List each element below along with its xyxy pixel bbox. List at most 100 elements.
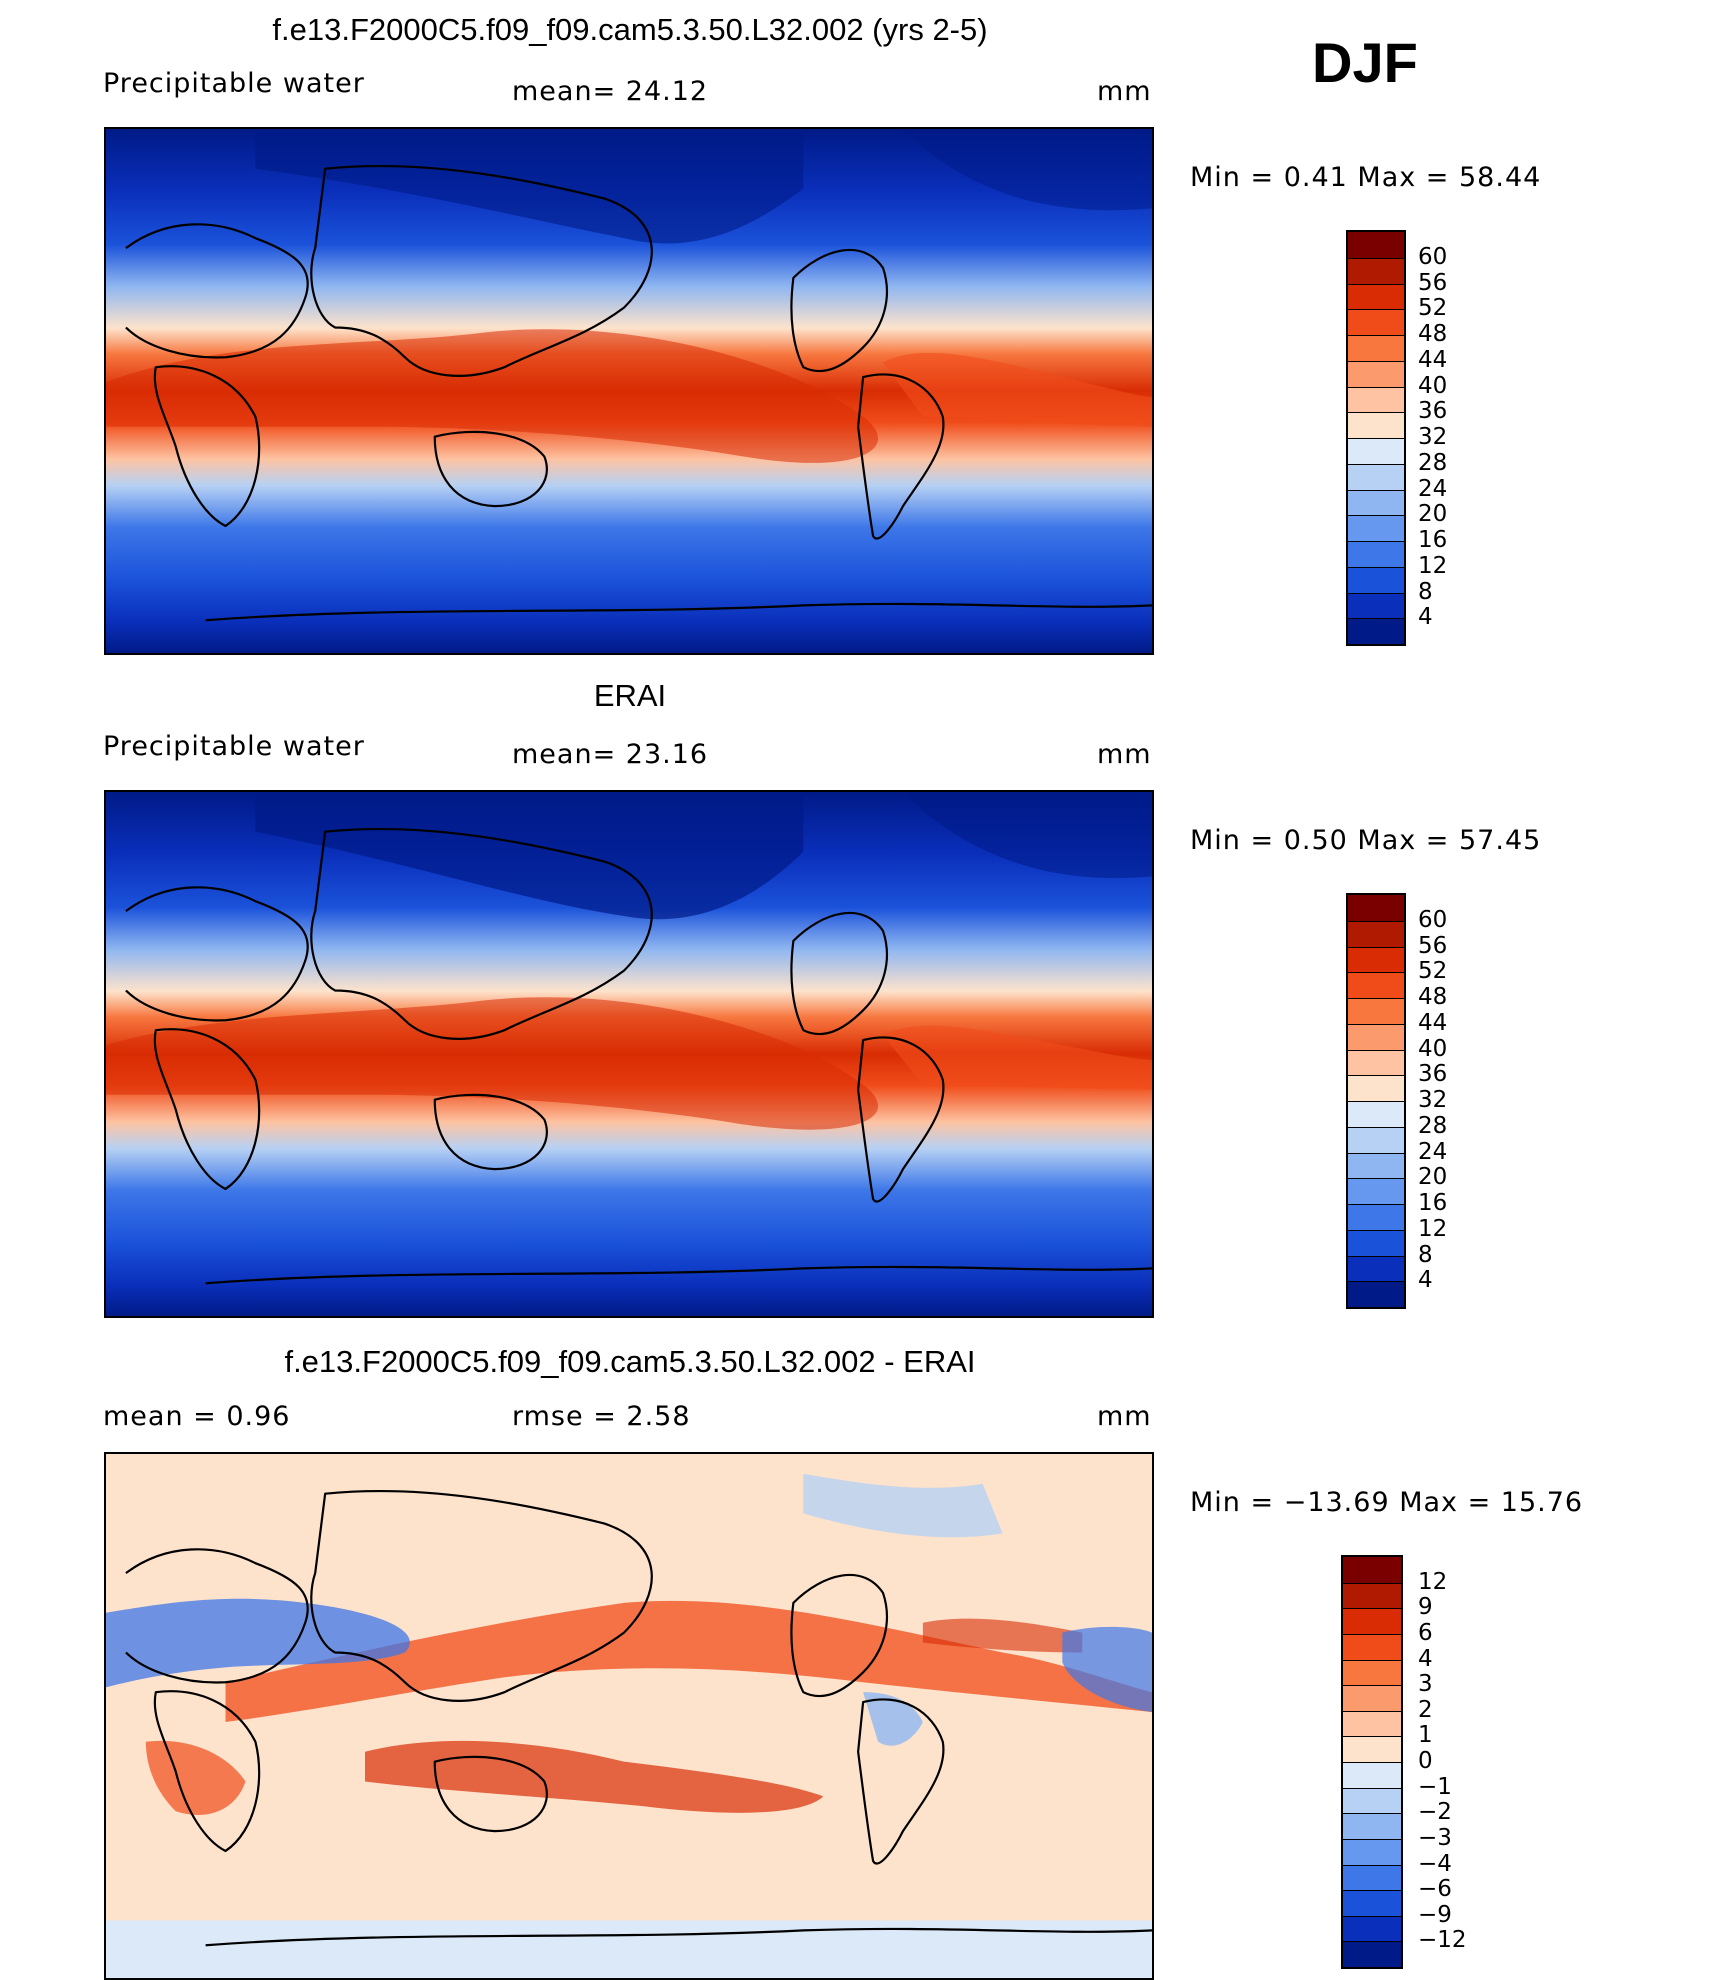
colorbar-tick-label: 48 [1418,321,1448,347]
colorbar-cell [1343,1557,1401,1583]
units-label: mm [1097,1401,1152,1432]
colorbar-tick-label: 20 [1418,501,1448,528]
colorbar-tick-label: −9 [1418,1901,1452,1928]
colorbar-tick-label: −1 [1418,1773,1452,1800]
map-canvas [106,1454,1152,1978]
units-label: mm [1097,739,1152,770]
colorbar-cell [1343,1633,1401,1660]
colorbar-tick-label: 36 [1418,1061,1448,1088]
colorbar-tick-label: 24 [1418,1138,1448,1165]
colorbar-tick-label: 8 [1418,578,1433,605]
colorbar-cell [1343,1736,1401,1762]
colorbar-tick-label: 56 [1418,932,1448,959]
colorbar-cell [1348,360,1404,387]
colorbar-tick-label: 1 [1418,1722,1433,1749]
colorbar-tick-label: 12 [1418,552,1448,579]
colorbar-tick-label: −3 [1418,1824,1452,1851]
colorbar-cell [1348,309,1404,335]
colorbar-tick-label: 4 [1418,1645,1433,1672]
colorbar-cell [1348,283,1404,310]
colorbar-cell [1343,1915,1401,1942]
colorbar-tick-label: −4 [1418,1850,1452,1877]
colorbar-cell [1348,1204,1404,1230]
colorbar-cell [1348,1229,1404,1256]
colorbar-diff [1341,1555,1403,1969]
colorbar-cell [1343,1608,1401,1634]
colorbar-tick-label: 9 [1418,1594,1433,1621]
colorbar-tick-label: 48 [1418,984,1448,1010]
colorbar-tick-label: 52 [1418,958,1448,985]
colorbar-tick-label: 60 [1418,906,1448,933]
colorbar-tick-label: 4 [1418,1267,1433,1294]
colorbar-cell [1348,1178,1404,1204]
colorbar-tick-label: 6 [1418,1619,1433,1646]
panel-title: f.e13.F2000C5.f09_f09.cam5.3.50.L32.002 … [272,12,988,47]
colorbar-cell [1348,257,1404,284]
colorbar-tick-label: 24 [1418,475,1448,502]
season-label: DJF [1312,31,1418,94]
colorbar-cell [1343,1582,1401,1609]
colorbar-cell [1348,1023,1404,1050]
colorbar-cell [1348,1049,1404,1076]
colorbar-tick-label: 52 [1418,295,1448,322]
panel-title: ERAI [593,678,667,713]
colorbar-tick-label: 40 [1418,372,1448,399]
colorbar-cell [1343,1787,1401,1814]
variable-label: Precipitable water [103,731,365,762]
panel-title: f.e13.F2000C5.f09_f09.cam5.3.50.L32.002 … [284,1344,976,1379]
colorbar-cell [1348,920,1404,947]
colorbar-cell [1348,998,1404,1024]
mean-label: mean= 23.16 [512,739,709,770]
colorbar-cell [1343,1813,1401,1839]
colorbar-cell [1348,1075,1404,1101]
colorbar-model [1346,230,1406,646]
colorbar-cell [1343,1659,1401,1686]
colorbar-tick-label: 28 [1418,1112,1448,1139]
colorbar-tick-label: 20 [1418,1164,1448,1191]
mean-label: mean= 24.12 [512,76,709,107]
colorbar-cell [1343,1710,1401,1737]
colorbar-tick-label: −6 [1418,1876,1452,1903]
colorbar-cell [1348,566,1404,593]
colorbar-cell [1343,1941,1401,1967]
colorbar-tick-label: 32 [1418,424,1448,450]
colorbar-cell [1343,1864,1401,1891]
units-label: mm [1097,76,1152,107]
colorbar-tick-label: 36 [1418,398,1448,425]
map-model [104,127,1154,655]
colorbar-cell [1348,412,1404,438]
colorbar-tick-label: 0 [1418,1748,1433,1774]
colorbar-tick-label: 8 [1418,1241,1433,1268]
colorbar-cell [1343,1762,1401,1788]
colorbar-cell [1348,618,1404,644]
colorbar-tick-label: 60 [1418,243,1448,270]
mean-label: mean = 0.96 [103,1401,291,1432]
colorbar-tick-label: 44 [1418,346,1448,373]
colorbar-cell [1348,1255,1404,1282]
colorbar-tick-label: 56 [1418,269,1448,296]
colorbar-cell [1348,895,1404,921]
colorbar-tick-label: −12 [1418,1927,1467,1954]
colorbar-tick-label: 12 [1418,1215,1448,1242]
colorbar-obs [1346,893,1406,1309]
colorbar-tick-label: 2 [1418,1696,1433,1723]
colorbar-tick-label: 12 [1418,1568,1448,1595]
variable-label: Precipitable water [103,68,365,99]
colorbar-cell [1348,972,1404,998]
colorbar-cell [1348,1101,1404,1127]
colorbar-tick-label: 16 [1418,1190,1448,1216]
minmax-label: Min = 0.50 Max = 57.45 [1190,825,1542,856]
minmax-label: Min = 0.41 Max = 58.44 [1190,162,1542,193]
colorbar-cell [1343,1685,1401,1711]
colorbar-cell [1343,1838,1401,1865]
rmse-label: rmse = 2.58 [512,1401,691,1432]
minmax-label: Min = −13.69 Max = 15.76 [1190,1487,1584,1518]
colorbar-tick-label: 16 [1418,527,1448,553]
map-diff [104,1452,1154,1980]
colorbar-cell [1348,1152,1404,1179]
map-canvas [106,792,1152,1316]
colorbar-tick-label: −2 [1418,1799,1452,1826]
colorbar-tick-label: 32 [1418,1087,1448,1113]
colorbar-cell [1348,1281,1404,1307]
colorbar-cell [1348,232,1404,258]
